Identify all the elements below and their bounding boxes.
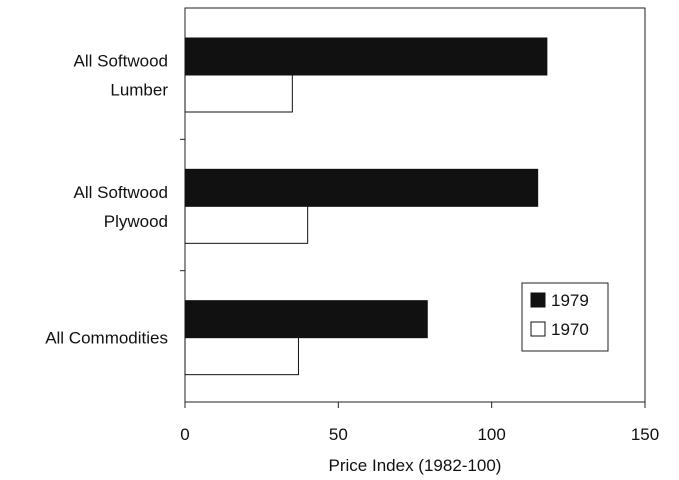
legend-swatch-1979: [530, 292, 546, 308]
category-label: All Softwood: [74, 52, 169, 71]
x-tick-label: 150: [631, 425, 659, 444]
legend-label-1970: 1970: [551, 320, 589, 339]
bar-1979-0: [184, 37, 548, 76]
x-tick-label: 50: [329, 425, 348, 444]
legend-swatch-1970: [530, 321, 546, 337]
axes-layer: [180, 138, 646, 408]
bar-1979-1: [184, 168, 539, 207]
bar-1979-2: [184, 300, 428, 339]
category-label: Lumber: [110, 81, 168, 100]
legend-label-1979: 1979: [551, 291, 589, 310]
bars-layer: [184, 37, 548, 376]
x-axis-title: Price Index (1982-100): [329, 456, 502, 475]
x-tick-label: 0: [180, 425, 189, 444]
category-label: Plywood: [104, 212, 168, 231]
category-label: All Commodities: [45, 329, 168, 348]
bar-1970-1: [184, 205, 309, 244]
labels-layer: All Softwood Lumber All Softwood Plywood All…: [45, 52, 659, 445]
bar-1970-2: [184, 337, 299, 376]
category-label: All Softwood: [74, 183, 169, 202]
legend-box: [521, 282, 609, 352]
legend: 1979 1970: [521, 282, 609, 352]
bar-1970-0: [184, 74, 293, 113]
x-tick-label: 100: [477, 425, 505, 444]
